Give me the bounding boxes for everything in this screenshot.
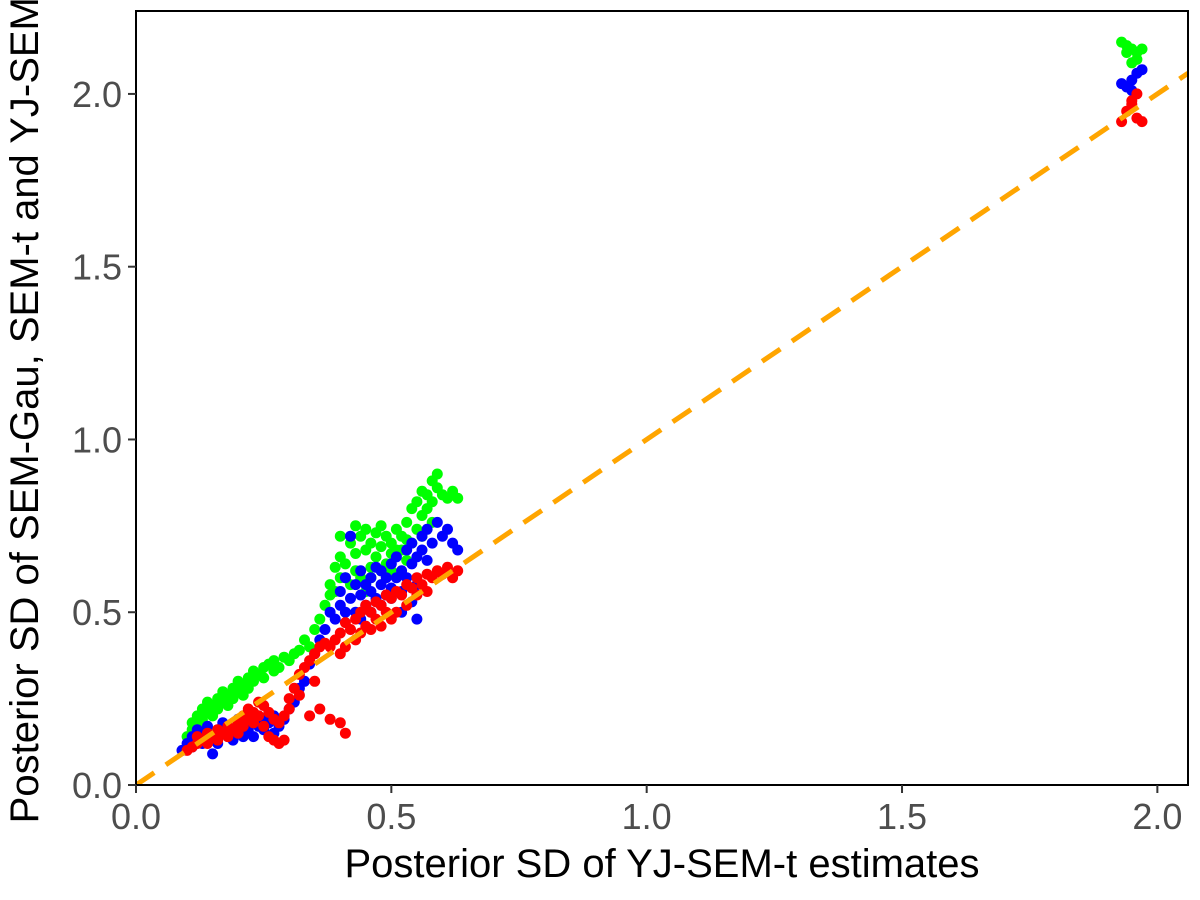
data-point — [345, 624, 356, 635]
data-point — [375, 520, 387, 532]
data-point — [390, 606, 402, 618]
data-point — [350, 579, 362, 591]
data-point — [416, 544, 428, 556]
y-tick-label: 1.0 — [72, 419, 122, 460]
data-point — [283, 703, 295, 715]
x-tick-label: 2.0 — [1132, 796, 1182, 837]
data-point — [350, 548, 362, 559]
data-point — [431, 516, 443, 528]
x-tick-label: 0.5 — [366, 796, 416, 837]
data-point — [350, 520, 362, 532]
data-point — [401, 516, 413, 528]
data-point — [339, 606, 351, 618]
data-point — [293, 644, 305, 656]
data-point — [278, 734, 290, 746]
data-point — [1126, 95, 1138, 107]
data-point — [442, 523, 453, 535]
data-point — [339, 727, 351, 739]
data-point — [345, 530, 356, 542]
data-point — [329, 613, 341, 625]
data-point — [329, 561, 341, 573]
data-point — [258, 720, 270, 732]
data-point — [339, 558, 351, 570]
data-point — [309, 624, 321, 635]
data-point — [258, 672, 270, 684]
x-axis-title: Posterior SD of YJ-SEM-t estimates — [345, 842, 980, 886]
data-point — [396, 589, 408, 601]
data-point — [304, 710, 316, 722]
data-point — [1136, 116, 1148, 128]
data-point — [370, 551, 382, 563]
data-point — [380, 572, 392, 584]
data-point — [360, 523, 372, 535]
data-point — [248, 731, 259, 743]
x-axis: 0.0 0.5 1.0 1.5 2.0 — [111, 785, 1182, 837]
x-tick-label: 0.0 — [111, 796, 161, 837]
data-point — [1121, 47, 1133, 58]
data-point — [253, 710, 265, 722]
data-point — [426, 496, 438, 508]
data-point — [1136, 64, 1148, 76]
x-tick-label: 1.0 — [622, 796, 672, 837]
data-point — [406, 537, 418, 549]
points-layer — [176, 36, 1148, 760]
y-axis-title: Posterior SD of SEM-Gau, SEM-t and YJ-SE… — [3, 0, 47, 823]
data-point — [421, 523, 433, 535]
plot-panel-border — [135, 10, 1189, 786]
data-point — [426, 537, 438, 549]
data-point — [1136, 43, 1148, 55]
data-point — [452, 565, 464, 577]
data-point — [334, 717, 346, 729]
data-point — [207, 748, 219, 760]
y-tick-label: 1.5 — [72, 247, 122, 288]
data-point — [355, 565, 367, 577]
data-point — [345, 592, 356, 604]
data-point — [314, 703, 326, 715]
y-tick-label: 0.0 — [72, 765, 122, 806]
data-point — [411, 496, 423, 508]
data-point — [309, 675, 321, 687]
data-point — [339, 572, 351, 584]
y-axis: 0.0 0.5 1.0 1.5 2.0 — [72, 74, 136, 806]
y-tick-label: 0.5 — [72, 592, 122, 633]
data-point — [365, 624, 377, 635]
data-point — [390, 551, 402, 563]
x-tick-label: 1.5 — [877, 796, 927, 837]
reference-line-layer — [136, 71, 1188, 785]
data-point — [421, 554, 433, 566]
data-point — [431, 468, 443, 480]
data-point — [1126, 57, 1138, 69]
data-point — [283, 693, 295, 705]
data-point — [355, 589, 367, 601]
data-point — [365, 572, 377, 584]
data-point — [411, 613, 423, 625]
y-tick-label: 2.0 — [72, 74, 122, 115]
data-point — [319, 624, 331, 635]
data-point — [314, 613, 326, 625]
data-point — [334, 530, 346, 542]
reference-line — [136, 71, 1188, 785]
data-point — [293, 689, 305, 701]
data-point — [324, 713, 336, 725]
data-point — [334, 627, 346, 639]
data-point — [452, 544, 464, 556]
data-point — [334, 586, 346, 597]
data-point — [452, 492, 464, 504]
data-point — [273, 662, 285, 673]
data-point — [375, 541, 387, 553]
data-point — [365, 537, 377, 549]
data-point — [421, 586, 433, 597]
